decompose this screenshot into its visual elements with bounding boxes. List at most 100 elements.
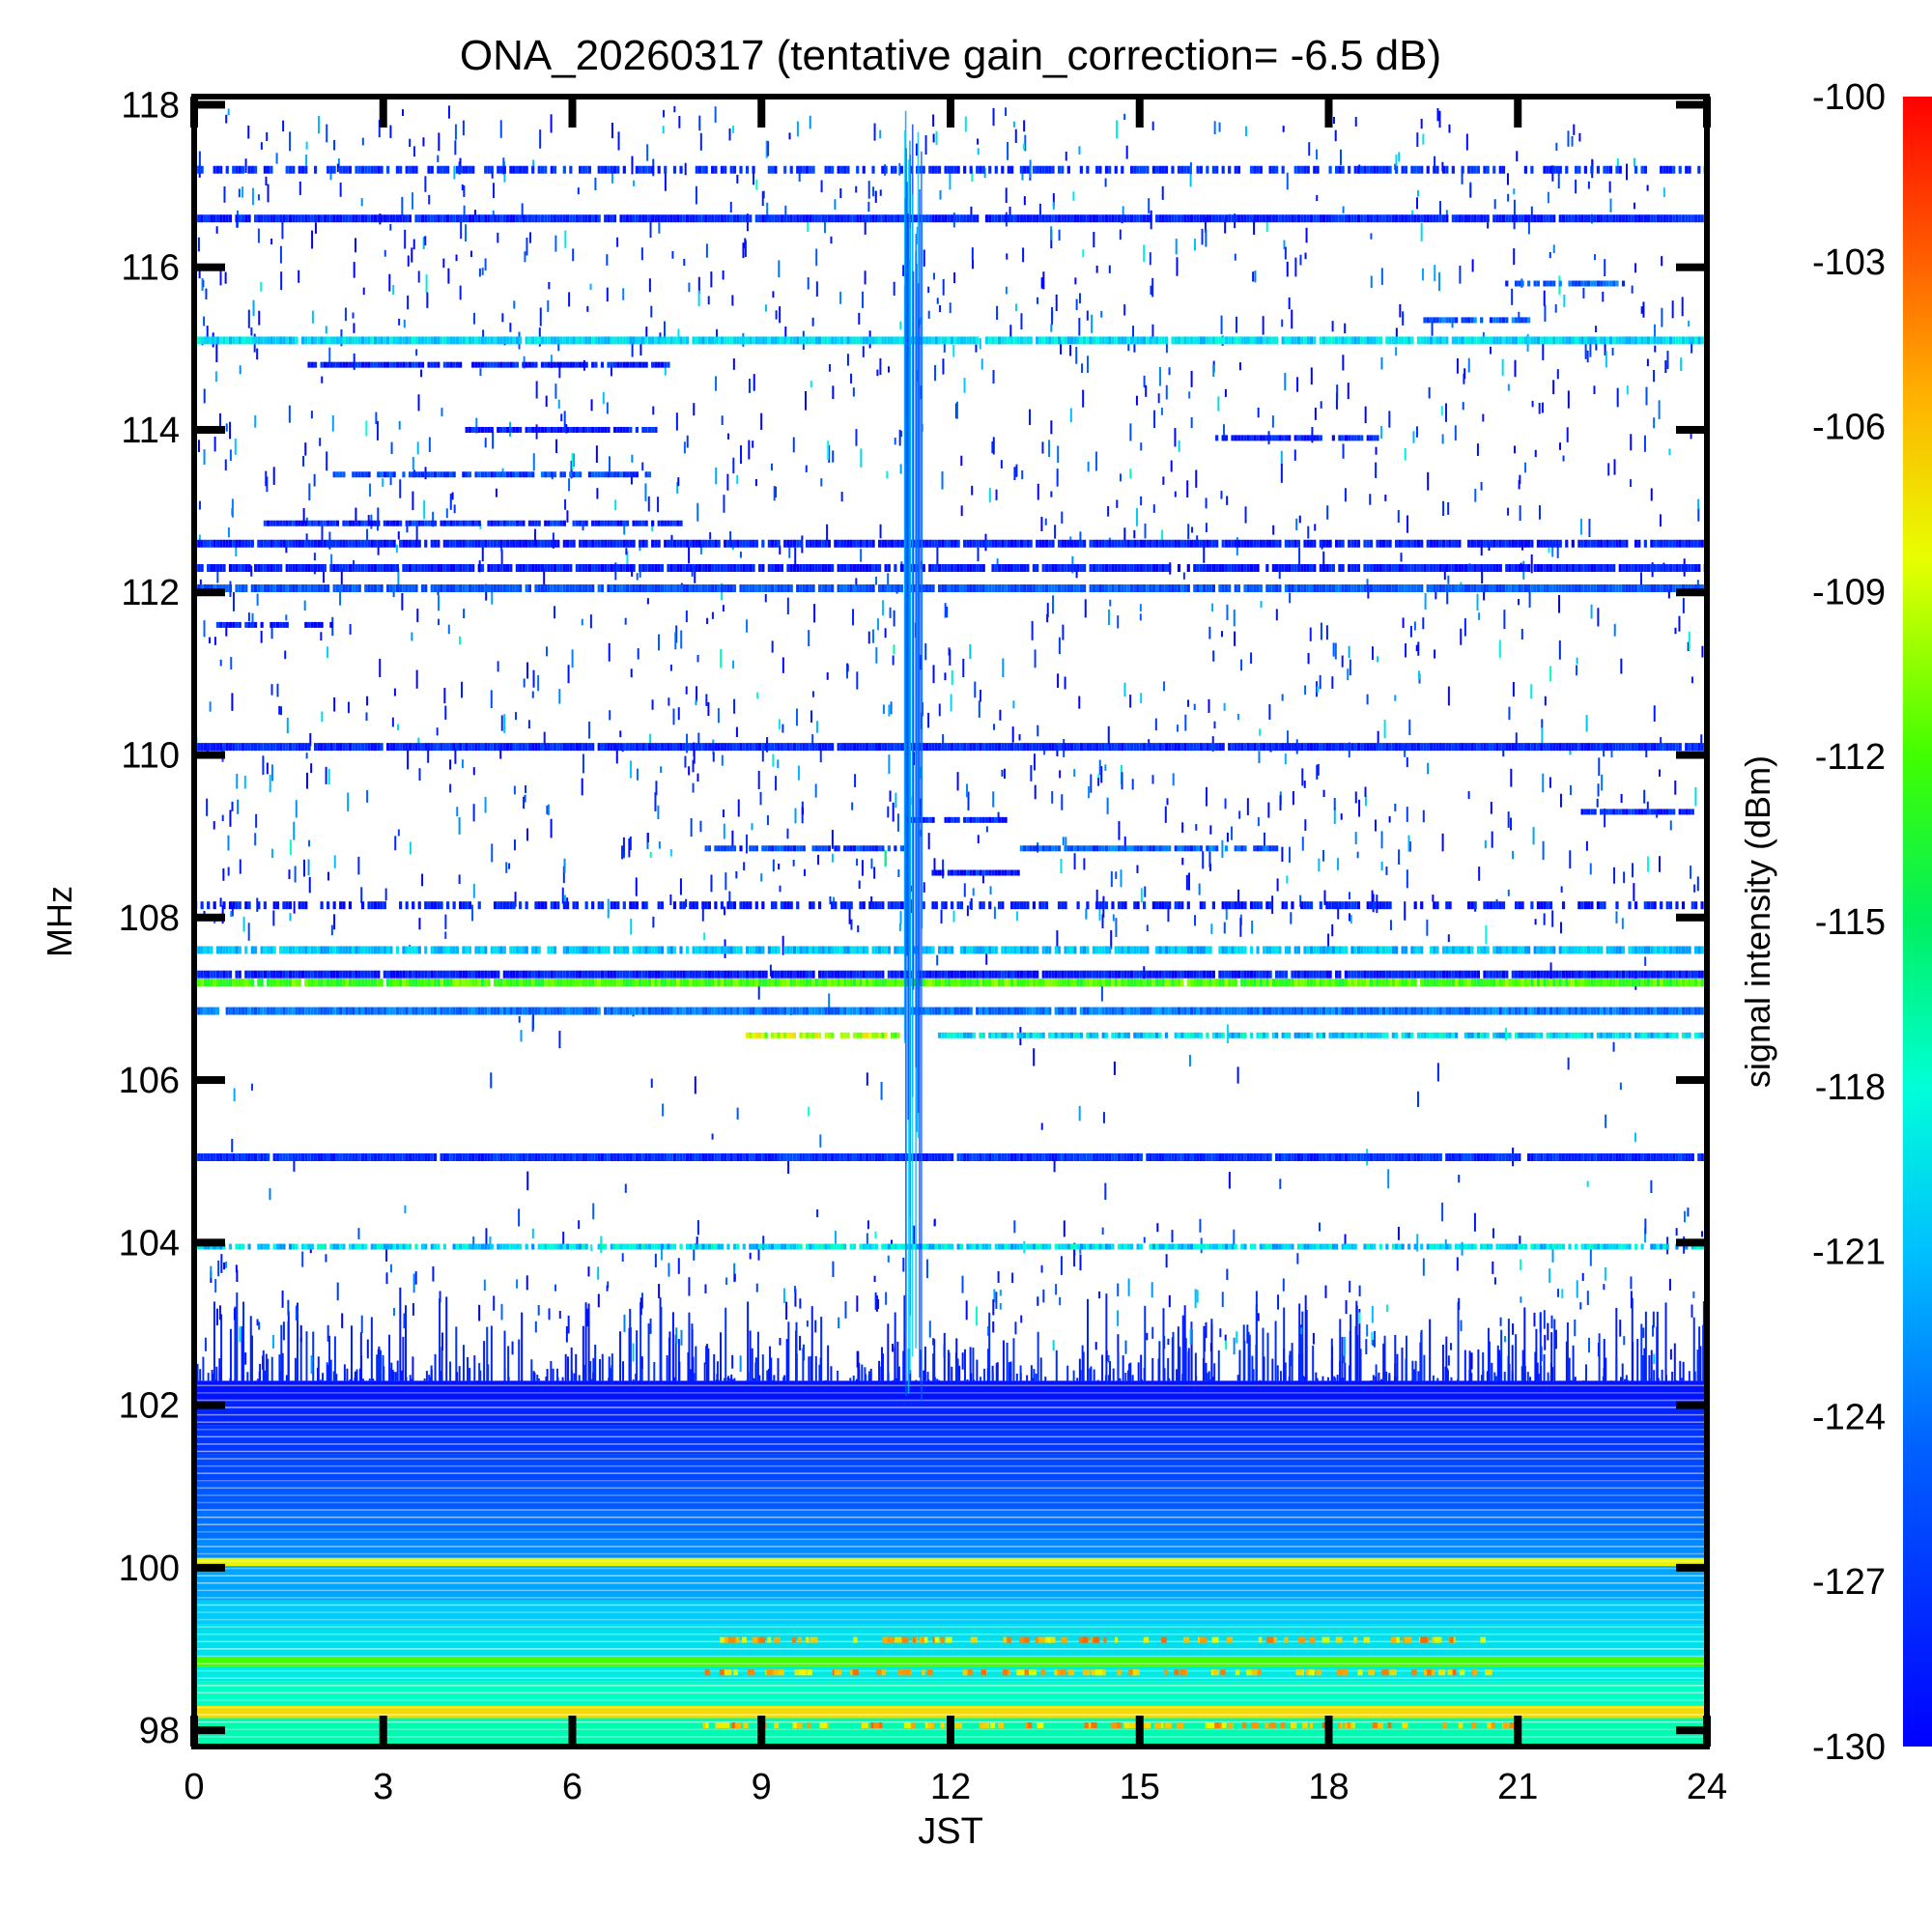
band-segment [1048,539,1052,548]
signal-blip [1143,244,1146,262]
band-segment [257,336,261,345]
signal-blip [979,690,981,702]
signal-blip [1018,734,1021,741]
band-segment [414,214,418,223]
signal-blip [761,191,764,207]
signal-blip [694,565,696,583]
band-segment [1041,336,1045,345]
band-segment [877,539,882,548]
band-segment [1196,564,1200,572]
band-segment [799,165,803,174]
noise-spike [674,1334,677,1381]
signal-blip [557,340,560,352]
signal-blip [1149,252,1151,266]
daytime-hotspot [883,1636,890,1643]
band-segment [1381,165,1386,174]
signal-blip [892,655,895,666]
signal-blip [543,731,546,746]
band-segment [1177,564,1181,572]
band-segment [197,539,201,548]
noise-spike [483,1341,486,1381]
signal-blip [309,733,312,747]
signal-blip [355,507,357,522]
signal-blip [1681,297,1684,317]
band-segment [1470,539,1474,548]
signal-blip [537,674,540,692]
noise-spike [814,1355,817,1381]
signal-blip [1380,356,1383,370]
band-segment [433,564,438,572]
low-band-stripe [194,1552,1707,1555]
band-segment [783,539,787,548]
band-segment [1076,564,1080,572]
band-segment [579,214,582,223]
band-segment [1218,214,1222,223]
band-segment [924,214,929,223]
low-band-stripe [194,1611,1707,1613]
band-segment [1019,564,1023,572]
signal-blip [1567,1057,1570,1070]
band-segment [355,336,358,345]
band-segment [951,165,954,174]
band-segment [1621,539,1626,548]
band-segment [591,539,595,548]
signal-blip [1465,133,1468,151]
signal-blip [1233,609,1236,627]
band-segment [1505,539,1509,548]
band-segment [1309,336,1314,345]
band-segment [442,539,446,548]
signal-blip [1658,856,1661,872]
signal-blip [526,237,528,256]
signal-blip [416,609,419,623]
signal-blip [582,523,584,531]
band-segment [1092,336,1096,345]
band-segment [519,539,523,548]
signal-blip [728,128,731,141]
band-segment [625,539,630,548]
band-segment [525,165,528,174]
band-segment [380,564,384,572]
band-segment [629,336,633,345]
signal-blip [1236,1331,1238,1344]
band-segment [976,165,980,174]
signal-blip [257,194,260,201]
noise-spike [1419,1342,1422,1381]
signal-blip [1548,777,1551,788]
signal-blip [1586,1291,1589,1306]
signal-blip [1132,326,1135,343]
noise-spike [1090,1366,1093,1381]
band-segment [1146,564,1150,572]
band-segment [1114,165,1118,174]
signal-blip [715,376,718,391]
signal-blip [794,1289,797,1307]
band-segment [357,539,361,548]
band-segment [1583,214,1587,223]
band-segment [1013,564,1017,572]
band-segment [604,214,608,223]
band-segment [899,214,903,223]
band-segment [1473,336,1477,345]
band-segment [647,214,651,223]
signal-blip [1644,1228,1647,1243]
signal-blip [1579,1302,1582,1310]
band-segment [1158,336,1162,345]
signal-blip [963,883,966,897]
signal-blip [858,880,861,890]
signal-blip [1289,592,1292,604]
band-segment [519,564,523,572]
signal-blip [294,866,297,883]
band-segment [210,336,213,345]
daytime-hotspot [954,1721,963,1728]
signal-blip [1653,369,1656,383]
signal-blip [1560,886,1563,893]
band-segment [884,165,888,174]
band-segment [947,539,951,548]
signal-blip [366,696,369,706]
band-segment [1605,214,1609,223]
signal-blip [375,412,378,424]
low-band-stripe [194,1509,1707,1511]
signal-blip [648,278,651,293]
signal-blip [899,321,902,330]
signal-blip [1406,807,1408,822]
band-segment [937,336,942,345]
